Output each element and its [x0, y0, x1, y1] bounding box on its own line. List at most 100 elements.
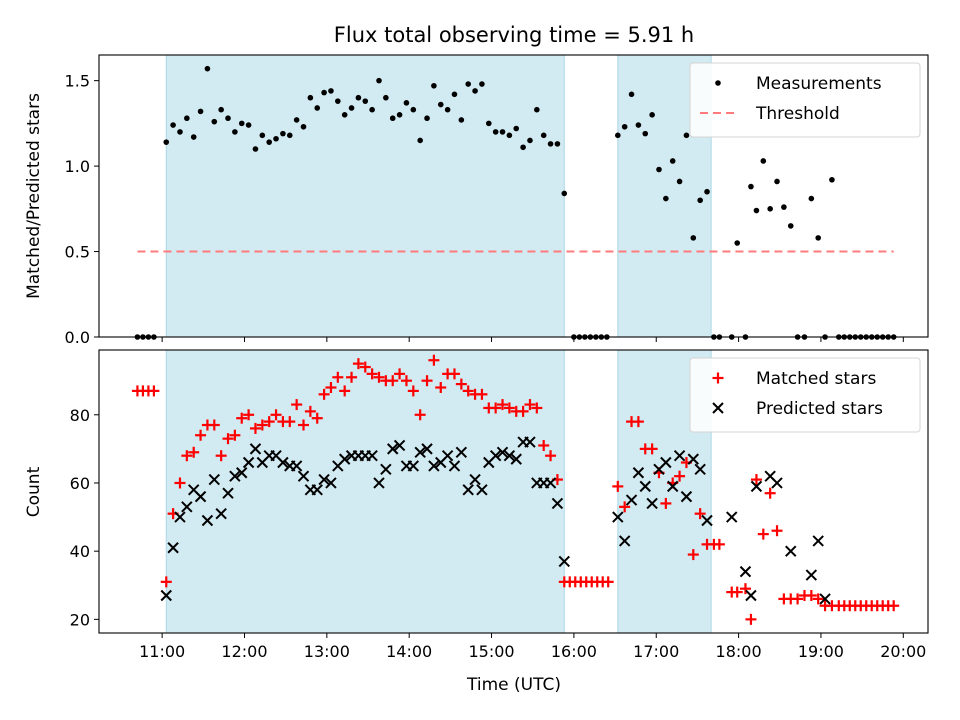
data-point [734, 240, 741, 246]
marker-stroke [632, 467, 645, 479]
marker-stroke [476, 484, 488, 496]
marker-stroke [318, 473, 330, 486]
data-point [771, 525, 783, 537]
data-point [625, 494, 638, 506]
data-point [335, 98, 341, 104]
data-point [808, 195, 815, 202]
series-measurements [134, 65, 897, 340]
data-point [506, 132, 513, 139]
legend-item: Threshold [700, 104, 840, 124]
data-point [750, 480, 763, 493]
data-point [656, 166, 662, 173]
data-point [195, 429, 207, 441]
marker-stroke [618, 535, 631, 547]
legend-label: Matched stars [756, 369, 876, 389]
axes-frame [98, 54, 929, 338]
data-point [649, 112, 655, 118]
data-point [554, 141, 561, 147]
data-point [270, 409, 282, 421]
marker-stroke [660, 456, 672, 469]
y-axis-label-bottom: Count [24, 466, 44, 517]
marker-stroke [694, 463, 706, 476]
data-point [760, 158, 767, 164]
marker-stroke [726, 511, 738, 523]
marker-stroke [558, 555, 570, 568]
marker-stroke [812, 535, 824, 547]
data-point [249, 422, 261, 434]
data-point [380, 463, 392, 476]
data-point [517, 405, 529, 417]
data-point [750, 474, 762, 486]
chart-title: Flux total observing time = 5.91 h [334, 23, 694, 47]
data-point [748, 183, 754, 190]
data-point [266, 139, 272, 145]
x-tick-label: 16:00 [551, 642, 597, 661]
data-point [366, 368, 378, 380]
y-tick-label: 0.0 [65, 328, 90, 347]
x-axis-label: Time (UTC) [466, 675, 561, 695]
data-point [403, 100, 410, 106]
marker-stroke [270, 449, 282, 462]
marker-stroke [338, 453, 351, 465]
x-tick-label: 17:00 [633, 642, 679, 661]
data-point [499, 129, 506, 135]
data-point [348, 105, 355, 111]
data-point [148, 385, 160, 397]
data-point [355, 94, 362, 101]
data-point [291, 399, 303, 411]
data-point [739, 565, 752, 578]
data-point [394, 368, 406, 380]
data-point [359, 361, 371, 373]
data-point [451, 91, 458, 98]
marker-stroke [667, 480, 679, 493]
data-point [215, 450, 227, 462]
data-point [694, 463, 706, 476]
data-point [181, 450, 193, 462]
data-point [328, 88, 334, 94]
data-point [184, 115, 190, 122]
data-point [701, 514, 713, 527]
data-point [318, 388, 330, 400]
marker-stroke [625, 494, 638, 506]
data-point [690, 235, 697, 241]
data-point [602, 576, 614, 588]
data-point [462, 385, 474, 397]
marker-stroke [229, 470, 241, 482]
data-point [781, 204, 787, 210]
data-point [229, 470, 241, 482]
data-point [431, 82, 437, 89]
marker-stroke [277, 456, 289, 469]
data-point [298, 419, 310, 431]
marker-stroke [407, 460, 420, 472]
data-point [496, 446, 509, 458]
marker-stroke [194, 490, 207, 503]
data-point [642, 130, 649, 137]
data-point [503, 449, 516, 462]
data-point [694, 508, 706, 520]
marker-stroke [208, 473, 220, 486]
data-point [297, 470, 310, 482]
x-tick-label: 19:00 [798, 642, 844, 661]
marker-stroke [441, 449, 454, 462]
data-point [787, 223, 794, 229]
data-point [286, 132, 293, 139]
legend-item: Predicted stars [712, 399, 883, 419]
x-tick-label: 20:00 [880, 642, 926, 661]
marker-stroke [215, 507, 227, 520]
bottom-panel: 20 40 60 80 11:00 12:00 13:00 14:00 15:00 16:00 17… [70, 349, 929, 661]
data-point [407, 385, 419, 397]
data-point [683, 132, 690, 139]
data-point [208, 419, 220, 431]
data-point [421, 375, 433, 387]
data-point [469, 473, 481, 486]
data-point [674, 470, 686, 482]
data-point [307, 94, 314, 101]
marker-stroke [297, 470, 310, 482]
data-point [410, 106, 417, 113]
data-point [615, 132, 621, 139]
data-point [687, 453, 700, 465]
data-point [369, 106, 375, 113]
data-point [558, 555, 570, 568]
data-point [414, 446, 426, 458]
y-axis-label-top: Matched/Predicted stars [24, 93, 44, 299]
